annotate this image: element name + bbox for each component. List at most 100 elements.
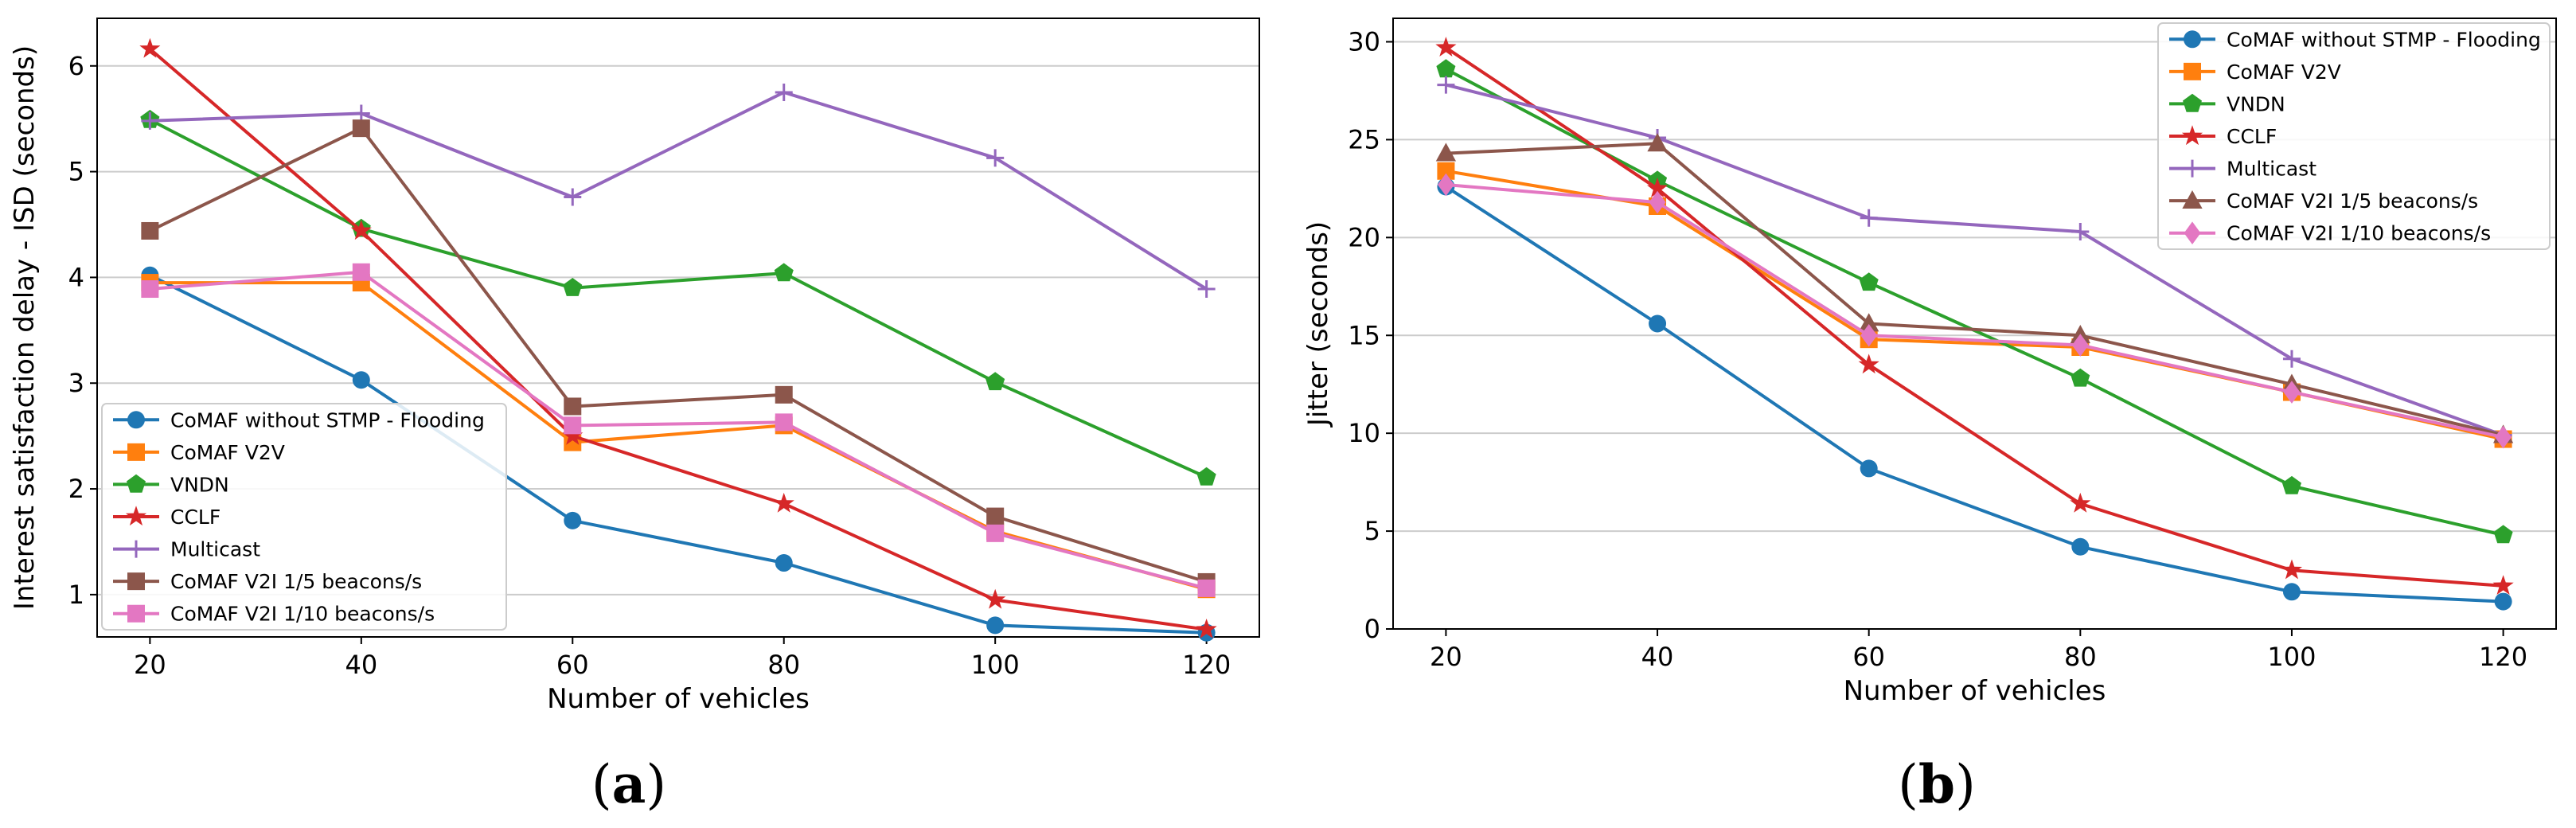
data-point xyxy=(564,397,582,416)
data-point xyxy=(1436,59,1456,78)
x-tick-label: 100 xyxy=(971,650,1020,680)
data-point xyxy=(2494,592,2512,611)
data-point xyxy=(1197,280,1216,299)
y-tick-label: 5 xyxy=(1364,516,1380,546)
data-point xyxy=(562,424,584,445)
axes-frame xyxy=(1392,18,2557,630)
data-point xyxy=(139,37,161,58)
data-point xyxy=(141,111,159,130)
series-comaf-v2i-1-10-beacons-s xyxy=(1437,173,2512,449)
y-tick-label: 25 xyxy=(1348,124,1380,154)
x-tick-label: 40 xyxy=(1641,642,1674,672)
data-point xyxy=(1437,76,1455,94)
y-tick-label: 2 xyxy=(68,474,84,504)
caption-close: ) xyxy=(1955,754,1976,815)
y-axis-label: Jitter (seconds) xyxy=(1302,221,1334,428)
data-point xyxy=(564,188,582,206)
data-point xyxy=(1859,272,1879,291)
legend-entry: CoMAF V2I 1/10 beacons/s xyxy=(170,603,435,626)
y-tick-label: 3 xyxy=(68,368,84,398)
data-point xyxy=(1859,313,1879,332)
data-point xyxy=(352,371,370,389)
x-tick-label: 80 xyxy=(767,650,800,680)
legend-entry: CCLF xyxy=(2227,125,2277,148)
data-point xyxy=(1860,209,1878,227)
data-point xyxy=(2071,368,2090,387)
series-line xyxy=(1445,185,2504,603)
data-point xyxy=(986,372,1005,391)
legend-entry: CoMAF without STMP - Flooding xyxy=(170,408,485,432)
series-line xyxy=(150,270,1208,590)
data-point xyxy=(773,492,794,513)
legend-marker xyxy=(127,443,145,461)
series-line xyxy=(1445,83,2504,437)
legend-marker xyxy=(125,506,147,526)
data-point xyxy=(1858,353,1879,374)
y-tick-label: 10 xyxy=(1348,418,1380,448)
series-cclf xyxy=(139,37,1217,639)
data-point xyxy=(1437,173,1454,197)
data-point xyxy=(1860,323,1878,347)
y-tick-label: 30 xyxy=(1348,27,1380,57)
panel-caption: (a) xyxy=(591,753,666,815)
series-cclf xyxy=(1435,37,2514,595)
data-point xyxy=(986,524,1005,542)
legend-entry: Multicast xyxy=(2227,158,2316,181)
series-line xyxy=(1445,46,2504,588)
data-point xyxy=(564,416,582,435)
legend-marker xyxy=(2181,125,2203,146)
x-axis-label: Number of vehicles xyxy=(1844,675,2106,707)
series-vndn xyxy=(140,109,1216,486)
data-point xyxy=(2283,381,2301,404)
series-multicast xyxy=(141,83,1216,299)
data-point xyxy=(2282,583,2301,601)
x-tick-label: 80 xyxy=(2064,642,2097,672)
axes-frame xyxy=(96,18,1260,638)
legend-entry: CoMAF V2I 1/10 beacons/s xyxy=(2227,222,2491,245)
data-point xyxy=(2071,537,2090,556)
x-tick-label: 40 xyxy=(345,650,377,680)
x-tick-label: 20 xyxy=(134,650,166,680)
legend-marker xyxy=(127,411,145,429)
data-point xyxy=(564,511,582,529)
legend-marker xyxy=(127,474,146,493)
data-point xyxy=(2282,350,2301,368)
series-line xyxy=(149,127,1208,584)
data-point xyxy=(1437,162,1455,180)
caption-close: ) xyxy=(646,754,666,815)
y-tick-label: 15 xyxy=(1348,320,1380,350)
data-point xyxy=(2071,334,2089,357)
x-axis-label: Number of vehicles xyxy=(547,683,810,715)
legend-entry: Multicast xyxy=(170,538,260,561)
caption-letter: a xyxy=(612,753,646,815)
data-point xyxy=(350,220,372,240)
series-line xyxy=(149,274,1207,635)
panel-caption: (b) xyxy=(1898,753,1976,815)
legend-marker xyxy=(2184,221,2201,245)
legend-marker xyxy=(2183,93,2202,112)
data-point xyxy=(2495,425,2512,449)
y-axis-label: Interest satisfaction delay - ISD (secon… xyxy=(9,45,41,610)
data-point xyxy=(986,507,1005,525)
legend-marker xyxy=(2184,30,2201,49)
series-line xyxy=(150,91,1208,291)
legend-marker xyxy=(127,604,145,623)
y-tick-label: 0 xyxy=(1364,614,1380,644)
data-point xyxy=(774,263,794,282)
legend-entry: CoMAF V2V xyxy=(170,441,285,464)
caption-letter: b xyxy=(1918,753,1955,815)
data-point xyxy=(1435,37,1457,57)
x-tick-label: 120 xyxy=(1182,650,1231,680)
data-point xyxy=(775,554,793,572)
data-point xyxy=(2071,222,2090,240)
legend-marker xyxy=(2182,189,2203,209)
legend-entry: CoMAF V2I 1/5 beacons/s xyxy=(2227,189,2478,213)
x-tick-label: 120 xyxy=(2479,642,2527,672)
data-point xyxy=(985,588,1006,609)
data-point xyxy=(1196,619,1217,639)
y-tick-label: 5 xyxy=(68,157,84,187)
data-point xyxy=(1435,143,1457,162)
legend-marker xyxy=(127,540,145,558)
legend-frame xyxy=(2157,22,2551,250)
